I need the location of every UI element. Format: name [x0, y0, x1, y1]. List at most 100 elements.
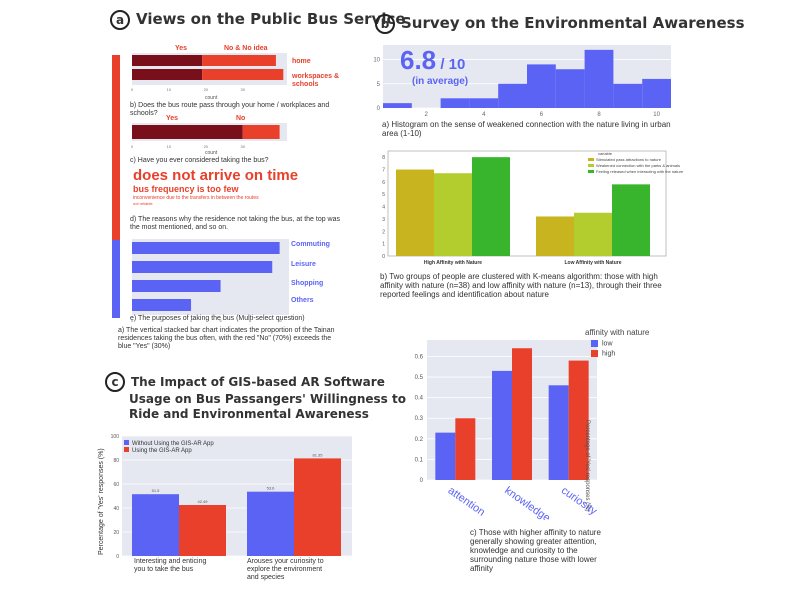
kmeans-ytick-8: 8 [382, 155, 385, 161]
kmeans-legend-title: variable [598, 151, 613, 156]
histogram-bar-9 [642, 78, 671, 108]
kmeans-bar-0-1 [434, 173, 472, 256]
affinity-xtick-2: curiosity [559, 485, 599, 518]
affinity-ytick-0: 0 [420, 478, 424, 484]
affinity-ytick-4: 0.4 [415, 396, 424, 402]
histogram-xtick-2: 6 [540, 112, 544, 118]
chart-a1-header-yes: Yes [175, 45, 188, 52]
histogram-bar-0 [383, 103, 412, 108]
question-d: d) The reasons why the residence not tak… [130, 216, 340, 231]
question-b: b) Does the bus route pass through your … [130, 102, 330, 117]
affinity-ytick-3: 0.3 [415, 416, 424, 422]
chart-a2-axis-title: count [205, 150, 218, 156]
gisar-ytick-1: 20 [113, 530, 119, 536]
histogram-xtick-0: 2 [425, 112, 429, 118]
gisar-y-axis-label: Percentage of 'Yes' responses (%) [98, 448, 105, 555]
affinity-legend-swatch-low [591, 340, 598, 347]
kmeans-legend-label-0: Stimulated pass attractions to nature [596, 157, 661, 162]
chart-a2-tick-3: 30 [240, 144, 245, 149]
chart-a3-bar-3 [132, 299, 192, 311]
affinity-bar-2-1 [568, 360, 589, 480]
histogram-xtick-1: 4 [482, 112, 486, 118]
question-e: e) The purposes of taking the bus (Multi… [130, 315, 305, 322]
caption-section-a: a) The vertical stacked bar chart indica… [118, 327, 335, 350]
affinity-legend-low: low [591, 340, 613, 347]
chart-a1-tick-3: 30 [240, 87, 245, 92]
affinity-legend-label-high: high [602, 350, 616, 358]
chart-a3-tick-0: 0 [131, 318, 134, 323]
histogram-ytick-0: 0 [377, 106, 381, 112]
gisar-ytick-2: 40 [113, 506, 119, 512]
histogram-ytick-2: 10 [373, 58, 380, 64]
chart-a1-bar-0-1 [202, 55, 276, 66]
histogram-bar-3 [469, 98, 499, 108]
affinity-bar-1-1 [512, 348, 532, 480]
purpose-label-commuting: Commuting [291, 241, 330, 248]
gisar-group: 0 20 40 60 80 100 51.5 42.49 53.6 81.35 [111, 434, 352, 560]
chart-a2-tick-0: 0 [131, 144, 134, 149]
gisar-legend-swatch-1 [124, 447, 129, 452]
section-c-title-text-1: The Impact of GIS-based AR Software [131, 375, 385, 389]
affinity-ytick-2: 0.2 [415, 437, 424, 443]
gisar-bar-1-1 [294, 458, 341, 556]
kmeans-legend-swatch-2 [588, 170, 594, 173]
chart-a2-header-no: No [236, 115, 246, 122]
kmeans-ytick-0: 0 [382, 254, 385, 260]
histogram-chart: 0 5 10 2 4 6 8 10 [373, 45, 671, 118]
section-a-red-strip [112, 55, 120, 240]
section-c-title: c The Impact of GIS-based AR Software Usa… [105, 372, 406, 422]
gisar-data-label-0-1: 42.49 [197, 499, 208, 504]
chart-a3-bar-1 [132, 261, 273, 273]
kmeans-ytick-3: 3 [382, 217, 385, 223]
gisar-category-1-line-2: explore the environment [247, 566, 323, 573]
chart-a1-tick-2: 20 [204, 87, 209, 92]
affinity-xtick-0: attention [446, 485, 487, 519]
caption-histogram: a) Histogram on the sense of weakened co… [382, 120, 671, 138]
chart-a1-header-no: No & No idea [224, 45, 268, 52]
histogram-bar-6 [555, 69, 585, 108]
gisar-ytick-4: 80 [113, 458, 119, 464]
gisar-legend-label-1: Using the GIS-AR App [132, 448, 192, 454]
kmeans-ytick-5: 5 [382, 192, 385, 198]
chart-a2-tick-2: 20 [204, 144, 209, 149]
wordcloud-fourth-reason: not reliable [133, 201, 153, 206]
chart-a3-tick-4: 8 [249, 318, 252, 323]
kmeans-legend-label-1: Weakened connection with the parks & ani… [596, 163, 680, 168]
histogram-bar-4 [498, 83, 527, 108]
gisar-data-label-0-0: 51.5 [152, 488, 161, 493]
chart-a2-bar-1 [242, 125, 280, 139]
kmeans-bar-0-2 [472, 157, 510, 256]
affinity-bar-0-1 [455, 418, 476, 480]
wordcloud-third-reason: inconvenience due to the transfers in be… [133, 195, 259, 201]
kmeans-ytick-6: 6 [382, 180, 385, 186]
histogram-group: 0 5 10 2 4 6 8 10 [373, 45, 671, 118]
chart-a2: 0 10 20 30 [131, 123, 287, 149]
affinity-group: 0 0.1 0.2 0.3 0.4 0.5 0.6 attention knowledge cur… [415, 340, 599, 520]
section-a-badge: a [110, 10, 130, 30]
section-c-badge: c [105, 372, 125, 392]
section-c-title-line-2: Usage on Bus Passangers' Willingness to [129, 392, 406, 406]
affinity-chart: 0 0.1 0.2 0.3 0.4 0.5 0.6 attention knowledge cur… [415, 340, 599, 520]
gisar-data-label-1-0: 53.6 [267, 486, 276, 491]
kmeans-legend-item-1: Weakened connection with the parks & ani… [588, 163, 683, 169]
chart-a2-tick-1: 10 [167, 144, 172, 149]
gisar-category-label-1: Arouses your curiosity to explore the en… [247, 558, 324, 582]
gisar-chart: 0 20 40 60 80 100 51.5 42.49 53.6 81.35 [111, 434, 352, 560]
section-a-title: a Views on the Public Bus Service [110, 10, 406, 30]
chart-a1-tick-1: 10 [167, 87, 172, 92]
chart-a1-label-work: workspaces & schools [292, 73, 340, 88]
histogram-bar-5 [527, 64, 556, 108]
gisar-category-0-line-1: Interesting and enticing [134, 558, 207, 565]
kmeans-legend-item-2: Feeling released when interacting with t… [588, 169, 683, 175]
histogram-average: 6.8 / 10 [400, 45, 465, 76]
chart-a3-bar-2 [132, 280, 221, 292]
section-a-blue-strip [112, 240, 120, 318]
kmeans-legend: Stimulated pass attractions to nature We… [588, 157, 683, 175]
section-c-title-line-1: c The Impact of GIS-based AR Software [105, 372, 406, 392]
affinity-bar-2-0 [548, 385, 569, 480]
section-a-title-text: Views on the Public Bus Service [136, 10, 406, 28]
kmeans-ytick-1: 1 [382, 242, 385, 248]
chart-a1: 0 10 20 30 [131, 53, 287, 92]
kmeans-xtick-1: Low Affinity with Nature [564, 260, 621, 266]
kmeans-legend-swatch-1 [588, 164, 594, 167]
